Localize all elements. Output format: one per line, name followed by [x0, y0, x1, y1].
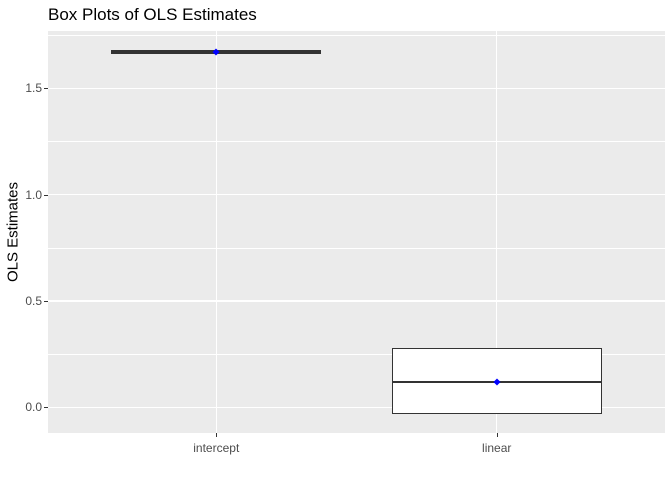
- y-tick-label: 0.0: [25, 400, 42, 415]
- x-tick-label: intercept: [193, 441, 240, 455]
- y-tick-label: 0.5: [25, 294, 42, 309]
- y-gridline-major: [48, 406, 665, 409]
- y-gridline-minor: [48, 141, 665, 142]
- x-gridline-major: [215, 31, 217, 433]
- y-tick-mark: [44, 194, 48, 196]
- y-tick-label: 1.0: [25, 187, 42, 202]
- y-gridline-major: [48, 300, 665, 302]
- y-gridline-major: [48, 194, 665, 196]
- x-tick-label: linear: [482, 441, 512, 455]
- y-gridline-minor: [48, 247, 665, 249]
- y-tick-mark: [44, 407, 48, 409]
- y-gridline-minor: [48, 34, 665, 36]
- x-gridline-major: [496, 31, 498, 433]
- x-tick-mark: [216, 433, 218, 437]
- chart-title: Box Plots of OLS Estimates: [48, 5, 257, 24]
- plot-panel: [48, 31, 665, 433]
- y-tick-label: 1.5: [25, 81, 42, 96]
- y-tick-mark: [44, 88, 48, 90]
- x-tick-mark: [496, 433, 498, 437]
- y-gridline-minor: [48, 353, 665, 355]
- y-tick-mark: [44, 301, 48, 303]
- y-gridline-major: [48, 87, 665, 90]
